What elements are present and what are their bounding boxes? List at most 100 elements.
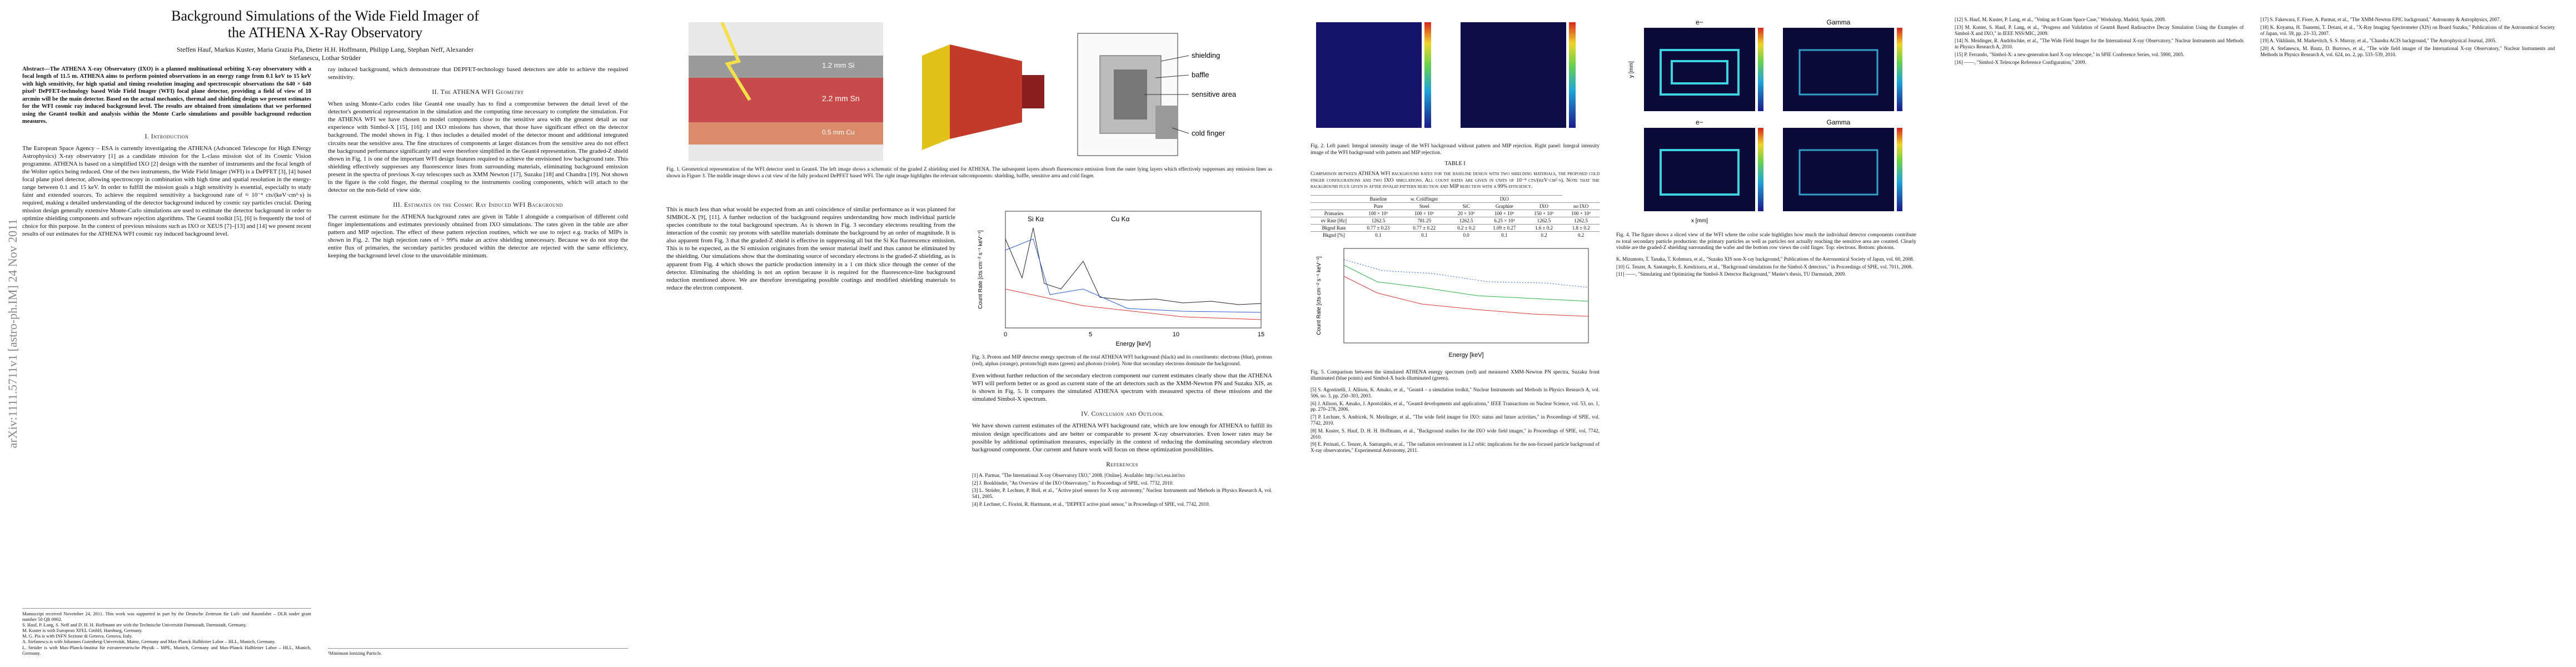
reference: K. Mizumoto, T. Tanaka, T. Kohmura, et a… xyxy=(1616,256,1914,262)
x-axis-title: Energy [keV] xyxy=(1449,352,1484,359)
reference: [9] E. Perinati, C. Tenzer, A. Santangel… xyxy=(1311,441,1600,454)
reference: [12] S. Hauf, M. Kuster, P. Lang, et al.… xyxy=(1955,17,2166,22)
figure-5: Energy [keV] Count Rate [cts cm⁻² s⁻¹ ke… xyxy=(1316,248,1589,359)
table-cell: 20 × 10⁶ xyxy=(1449,209,1483,217)
footnote: S. Hauf, P. Lang, S. Neff and D. H. H. H… xyxy=(22,621,247,628)
paragraph: The current estimate for the ATHENA back… xyxy=(328,213,628,260)
paragraph: This is much less than what would be exp… xyxy=(666,206,955,291)
panel-title: e− xyxy=(1696,118,1703,126)
table-cell: Bkgnd Rate xyxy=(1311,223,1358,232)
table-cell: 100 × 10⁶ xyxy=(1357,209,1399,217)
leader-lines xyxy=(1144,55,1189,134)
reference: [17] S. Fakewara, F. Fiore, A. Parmar, e… xyxy=(2260,17,2501,22)
table-cell xyxy=(1311,202,1358,210)
table-cell: 0.2 ± 0.2 xyxy=(1449,223,1483,232)
reference: [5] S. Agostinelli, J. Allison, K. Amako… xyxy=(1311,387,1600,399)
detector-body xyxy=(950,44,1022,139)
table-cell xyxy=(1525,195,1563,203)
table-cell: 100 × 10⁶ xyxy=(1483,209,1526,217)
table-cell: 1262.5 xyxy=(1357,216,1399,225)
footnote: A. Stefanescu is with Johannes Gutenberg… xyxy=(22,639,276,645)
table-cell: 0.77 ± 0.22 xyxy=(1399,223,1449,232)
colorbar xyxy=(1897,128,1902,211)
reference: [2] J. Bookbinder, "An Overview of the I… xyxy=(972,480,1174,486)
colorbar xyxy=(1424,22,1431,128)
spacer xyxy=(328,265,628,644)
heatmap-panel xyxy=(1783,28,1894,111)
reference: [7] P. Lechner, S. Andricek, N. Meidinge… xyxy=(1311,414,1600,426)
column: Si Kα Cu Kα 0 5 10 15 Energy [keV] Count… xyxy=(972,206,1272,656)
layer-sn xyxy=(689,78,883,122)
table-cell: 1.09 ± 0.27 xyxy=(1483,223,1526,232)
table-caption: Comparison between ATHENA WFI background… xyxy=(1311,171,1600,190)
table-cell: 0.1 xyxy=(1483,231,1526,238)
page: Fig. 2. Left panel: Integral intensity i… xyxy=(1288,0,1932,667)
heatmap-panel xyxy=(1461,22,1566,128)
figure-1: 1.2 mm Si 2.2 mm Sn 0.5 mm Cu shielding … xyxy=(689,22,1237,161)
page: 1.2 mm Si 2.2 mm Sn 0.5 mm Cu shielding … xyxy=(644,0,1288,667)
table-cell: 0.1 xyxy=(1357,231,1399,238)
figure-2 xyxy=(1316,22,1576,128)
page: arXiv:1111.5711v1 [astro-ph.IM] 24 Nov 2… xyxy=(0,0,644,667)
table: Baseline w. Coldfinger IXO Pure Steel SiC Grap… xyxy=(1311,195,1600,238)
reference: [18] K. Koyama, H. Tsunemi, T. Dotani, e… xyxy=(2260,24,2555,36)
table-cell: 1.8 ± 0.2 xyxy=(1562,223,1600,232)
table-title: TABLE I xyxy=(1444,161,1466,167)
panel-grid xyxy=(1644,28,1902,211)
paragraph: The European Space Agency – ESA is curre… xyxy=(22,145,311,238)
paragraph: ray induced background, which demonstrat… xyxy=(328,66,628,81)
figure-label: cold finger xyxy=(1192,129,1225,137)
table-row: Primaries 100 × 10⁶ 100 × 10⁶ 20 × 10⁶ 100 ×… xyxy=(1311,209,1600,217)
table-cell: Primaries xyxy=(1311,209,1358,217)
reference: [16] ——, "Simbol-X Telescope Reference C… xyxy=(1955,59,2086,65)
footnote: ¹Minimum Ionizing Particle. xyxy=(328,648,628,656)
reference: [6] J. Allison, K. Amako, J. Apostolakis… xyxy=(1311,400,1600,412)
reference: [1] A. Parmar, "The International X-ray … xyxy=(972,472,1185,478)
section-heading: References xyxy=(1106,461,1138,468)
plot-frame xyxy=(1343,248,1589,344)
paragraph: We have shown current estimates of the A… xyxy=(972,422,1272,453)
page: [12] S. Hauf, M. Kuster, P. Lang, et al.… xyxy=(1932,0,2576,667)
header: Background Simulations of the Wide Field… xyxy=(22,8,628,62)
figure-caption: Fig. 2. Left panel: Integral intensity i… xyxy=(1311,143,1600,156)
table-cell: 781.25 xyxy=(1399,216,1449,225)
layer-si xyxy=(689,56,883,78)
reference: [15] P. Ferrando, "Simbol-X: a new-gener… xyxy=(1955,51,2185,57)
arxiv-stamp-box: arXiv:1111.5711v1 [astro-ph.IM] 24 Nov 2… xyxy=(4,111,21,556)
column: ray induced background, which demonstrat… xyxy=(328,66,628,656)
section-heading: III. Estimates on the Cosmic Ray Induced… xyxy=(393,202,563,209)
y-axis-title: y [mm] xyxy=(1628,61,1635,78)
photon-path xyxy=(720,22,751,101)
footnote: M. G. Pia is with INFN Sezione di Genova… xyxy=(22,633,133,639)
figure-caption: Fig. 1. Geometrical representation of th… xyxy=(666,167,1272,179)
reference-list: [17] S. Fakewara, F. Fiore, A. Parmar, e… xyxy=(2260,17,2555,59)
footnote: L. Strüder is with Max-Planck-Institut f… xyxy=(22,644,311,656)
section-heading: II. The ATHENA WFI Geometry xyxy=(432,89,524,96)
x-tick-label: 10 xyxy=(1173,331,1179,338)
heatmap-panel xyxy=(1644,28,1755,111)
heatmap-panel xyxy=(1316,22,1422,128)
colorbar xyxy=(1758,28,1763,111)
reference: [3] L. Strüder, P. Lechner, P. Holl, et … xyxy=(972,487,1272,500)
table-cell: no IXO xyxy=(1562,202,1600,210)
reference: [19] A. Vikhlinin, M. Markevitch, S. S. … xyxy=(2260,38,2497,44)
x-axis-title: x [mm] xyxy=(1691,218,1708,224)
cold-finger-shape xyxy=(1022,75,1044,108)
table-cell: 0.77 ± 0.23 xyxy=(1357,223,1399,232)
table-row: Bkgnd [%] 0.1 0.1 0.0 0.1 0.2 0.2 xyxy=(1311,231,1600,238)
x-tick-label: 0 xyxy=(1004,331,1007,338)
detector-front xyxy=(922,44,950,150)
y-axis-title: Count Rate [cts cm⁻² s⁻¹ keV⁻¹] xyxy=(978,230,984,309)
reference: [14] N. Meidinger, R. Andritschke, et al… xyxy=(1955,38,2244,50)
table-row: Bkgnd Rate 0.77 ± 0.23 0.77 ± 0.22 0.2 ± 0.… xyxy=(1311,223,1600,232)
finger-shape xyxy=(1155,106,1178,139)
spectrum-protons xyxy=(1005,288,1262,320)
panel-title: e− xyxy=(1696,18,1703,26)
authors: Steffen Hauf, Markus Kuster, Maria Grazi… xyxy=(176,45,474,62)
x-axis-title: Energy [keV] xyxy=(1116,341,1151,347)
table-cell: w. Coldfinger xyxy=(1399,195,1449,203)
table-cell: SiC xyxy=(1449,202,1483,210)
table-cell: 1.6 ± 0.2 xyxy=(1525,223,1563,232)
footnote: Manuscript received November 24, 2011. T… xyxy=(22,610,311,622)
